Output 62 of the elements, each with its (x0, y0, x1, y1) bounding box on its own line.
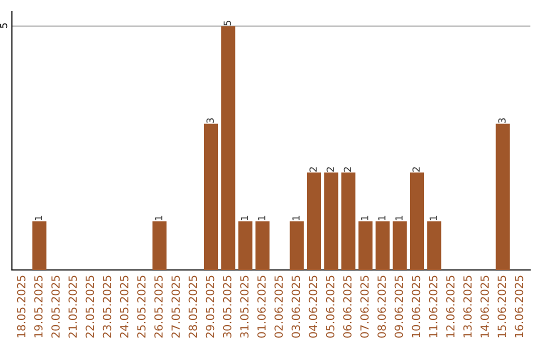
bar (204, 124, 218, 270)
bar (392, 221, 407, 270)
x-tick-label: 28.05.2025 (188, 276, 198, 338)
data-label: 1 (430, 216, 437, 220)
x-tick-label: 14.06.2025 (480, 276, 489, 338)
x-tick-label: 12.06.2025 (446, 276, 455, 338)
bar (358, 221, 373, 270)
x-tick-label: 25.05.2025 (137, 276, 146, 338)
x-tick-label: 30.05.2025 (222, 276, 232, 338)
data-label: 1 (361, 216, 368, 220)
bar (410, 172, 424, 270)
x-tick-label: 26.05.2025 (154, 276, 163, 338)
data-label: 1 (34, 216, 42, 220)
x-tick-label: 20.05.2025 (51, 276, 60, 338)
x-tick-label: 29.05.2025 (206, 276, 214, 338)
bar (496, 124, 510, 270)
bar (341, 172, 356, 270)
x-tick-label: 31.05.2025 (240, 276, 249, 338)
data-label: 2 (412, 167, 420, 172)
data-label: 1 (258, 216, 266, 220)
x-tick-label: 03.06.2025 (292, 276, 300, 338)
data-label: 1 (292, 216, 300, 220)
data-label: 1 (395, 216, 403, 220)
x-tick-label: 16.06.2025 (514, 276, 524, 338)
data-label: 2 (326, 167, 334, 172)
data-label: 3 (498, 118, 506, 123)
bar (255, 221, 270, 270)
x-tick-label: 13.06.2025 (463, 276, 472, 338)
data-label: 1 (240, 216, 248, 220)
bar (152, 221, 167, 270)
data-label: 2 (344, 167, 352, 172)
bar (427, 221, 442, 270)
bar (238, 221, 252, 270)
data-label: 1 (155, 216, 162, 220)
x-tick-label: 21.05.2025 (68, 276, 77, 338)
x-tick-label: 08.06.2025 (377, 276, 386, 338)
bar (290, 221, 304, 270)
x-tick-label: 24.05.2025 (120, 276, 128, 338)
data-label: 3 (206, 118, 214, 123)
x-tick-label: 19.05.2025 (34, 276, 43, 338)
bar (32, 221, 46, 270)
bar (376, 221, 390, 270)
data-label: 5 (224, 20, 231, 26)
data-label: 2 (309, 167, 317, 172)
x-tick-label: 07.06.2025 (360, 276, 369, 338)
x-tick-label: 15.06.2025 (498, 276, 506, 338)
bar (306, 172, 322, 270)
x-tick-label: 11.06.2025 (428, 276, 438, 338)
x-tick-label: 23.05.2025 (102, 276, 112, 338)
x-tick-label: 22.05.2025 (86, 276, 94, 338)
x-tick-label: 01.06.2025 (257, 276, 266, 338)
bar (324, 172, 338, 270)
x-tick-label: 04.06.2025 (308, 276, 318, 338)
x-tick-label: 06.06.2025 (343, 276, 352, 338)
x-tick-label: 27.05.2025 (171, 276, 180, 338)
data-label: 1 (378, 216, 386, 220)
x-tick-label: 18.05.2025 (17, 276, 26, 338)
x-tick-label: 10.06.2025 (412, 276, 420, 338)
x-tick-label: 05.06.2025 (326, 276, 334, 338)
bar (221, 26, 236, 270)
x-tick-label: 02.06.2025 (274, 276, 283, 338)
x-tick-label: 09.06.2025 (394, 276, 404, 338)
